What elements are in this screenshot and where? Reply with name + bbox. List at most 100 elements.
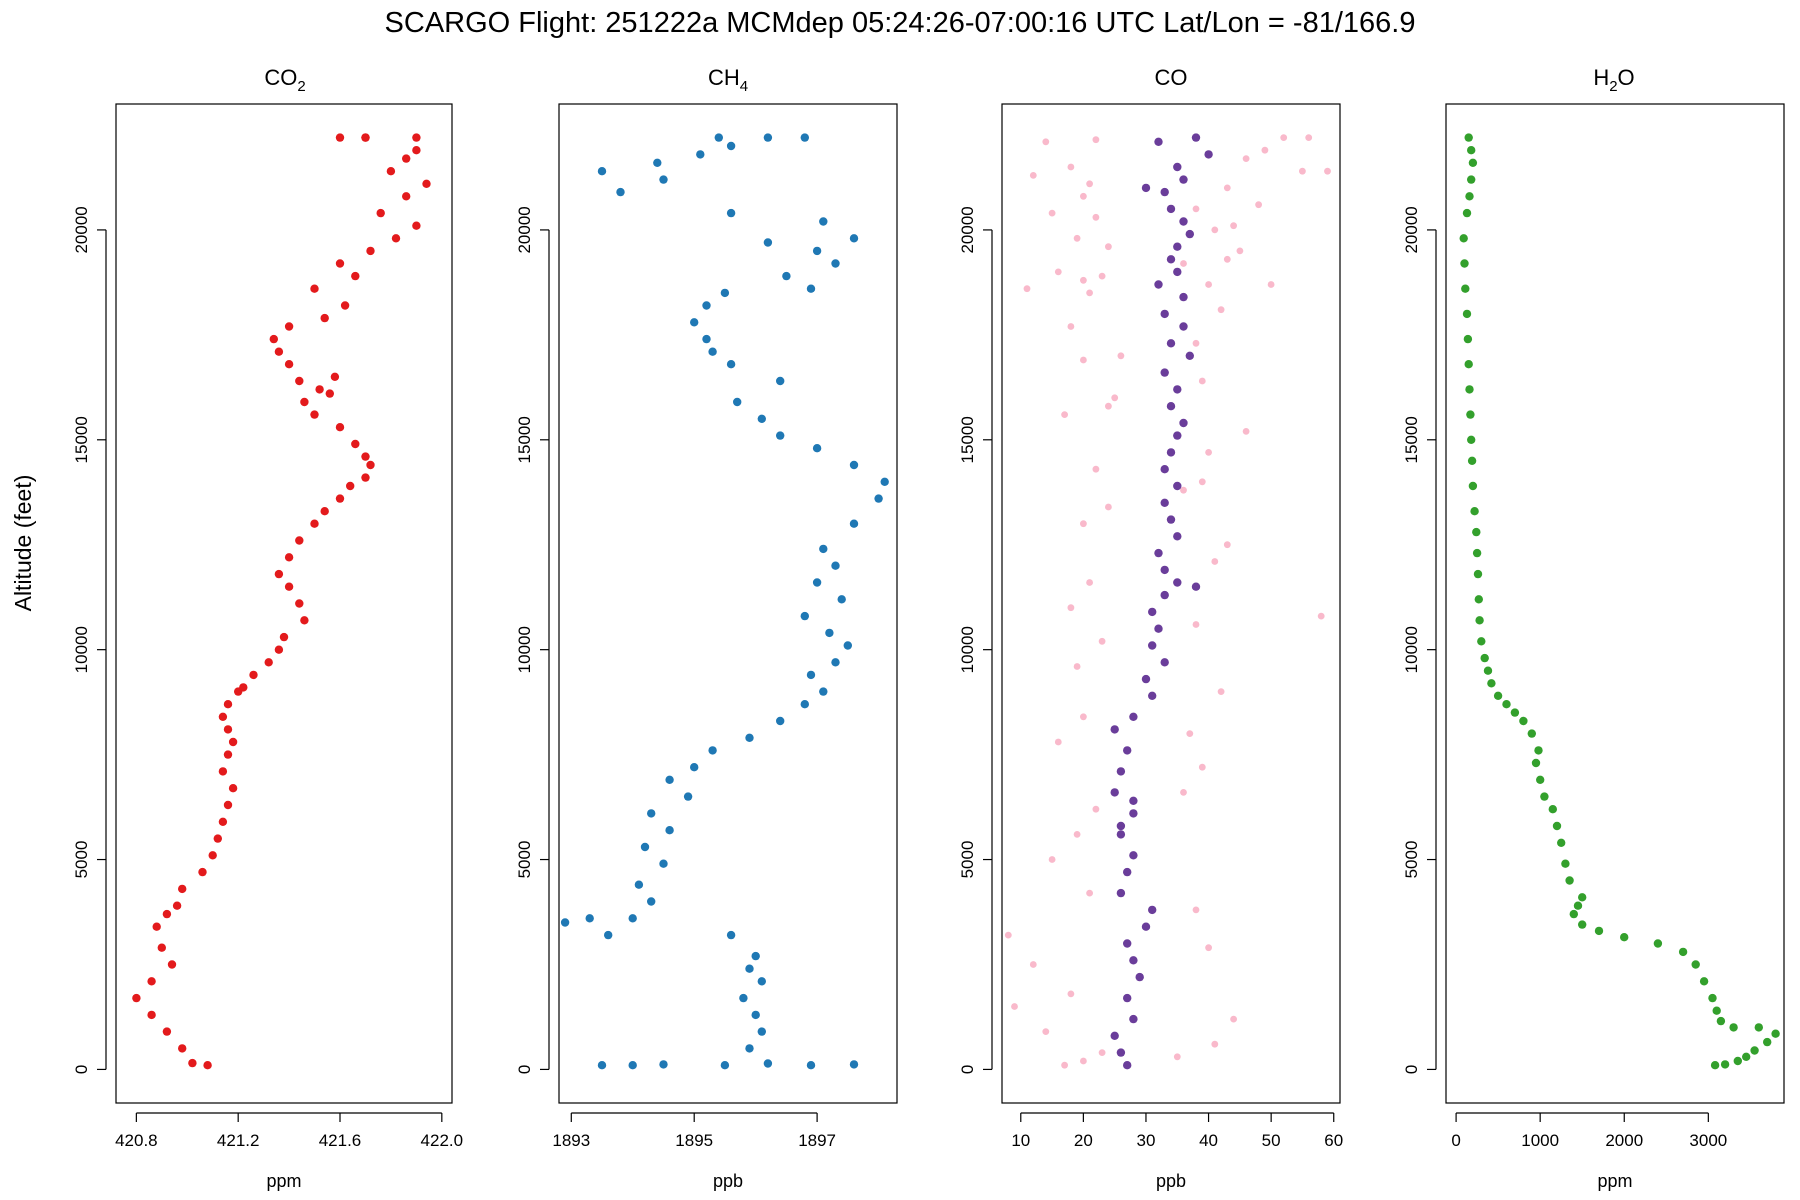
co-point: [1160, 368, 1169, 377]
h2o-point: [1474, 595, 1484, 604]
co-panel-title: CO: [1155, 65, 1188, 90]
ch4-point: [751, 951, 760, 961]
co2-point: [188, 1058, 197, 1068]
co2-point: [422, 179, 431, 188]
co-point: [1173, 481, 1182, 491]
co2-point: [412, 221, 421, 230]
co2-point: [335, 494, 345, 503]
co2-point: [218, 817, 228, 826]
co-point: [1173, 267, 1182, 277]
ch4-y-tick-label: 5000: [515, 841, 534, 879]
h2o-point: [1678, 947, 1688, 957]
co-point: [1191, 582, 1201, 591]
ch4-point: [757, 1027, 766, 1036]
co-point: [1173, 242, 1182, 251]
ch4-point: [849, 519, 859, 528]
ch4-point: [812, 246, 822, 256]
co-point: [1061, 411, 1068, 418]
ch4-point: [597, 1061, 607, 1070]
ch4-points: [560, 133, 889, 1070]
co-point: [1166, 448, 1176, 457]
co2-point: [274, 347, 284, 356]
co2-point: [284, 360, 294, 369]
h2o-point: [1464, 133, 1473, 142]
co-point: [1191, 133, 1201, 142]
h2o-point: [1710, 1061, 1720, 1070]
co2-point: [223, 750, 233, 759]
co2-point: [402, 192, 411, 201]
ch4-point: [690, 318, 699, 327]
co-point: [1211, 226, 1219, 234]
h2o-point: [1487, 679, 1496, 688]
co-point: [1242, 428, 1250, 435]
h2o-point: [1540, 792, 1549, 801]
co2-point: [269, 334, 278, 344]
ch4-plot-frame: [558, 103, 898, 1104]
co2-point: [412, 146, 421, 155]
h2o-y-tick-label: 5000: [1402, 841, 1421, 879]
co2-point: [351, 271, 360, 281]
ch4-panel: CH4 1893 1895 1897 ppb 0 5000 10000 15000 20000: [515, 65, 898, 1191]
co-point: [1105, 503, 1112, 511]
co2-point: [320, 507, 329, 516]
ch4-point: [825, 628, 834, 638]
ch4-point: [837, 595, 846, 604]
h2o-point: [1561, 859, 1570, 868]
co2-point: [351, 439, 360, 449]
ch4-x-axis-label: ppb: [713, 1171, 743, 1191]
ch4-point: [800, 133, 809, 142]
h2o-point: [1461, 284, 1470, 293]
co-point: [1179, 217, 1188, 226]
h2o-y-tick-label: 15000: [1402, 416, 1421, 463]
ch4-point: [702, 301, 711, 310]
co2-x-tick-label: 421.2: [217, 1131, 260, 1150]
co-point: [1141, 922, 1151, 931]
ch4-point: [640, 842, 650, 852]
h2o-point: [1712, 1006, 1721, 1015]
co-point: [1160, 465, 1169, 474]
co2-y-tick-label: 5000: [72, 841, 91, 879]
co2-y-tick-label: 20000: [72, 206, 91, 253]
co2-point: [320, 313, 329, 323]
co2-point: [213, 834, 222, 843]
co-point: [1135, 972, 1144, 982]
h2o-point: [1502, 700, 1511, 709]
co2-point: [295, 599, 304, 608]
h2o-point: [1653, 939, 1663, 948]
ch4-point: [733, 397, 742, 407]
h2o-point: [1466, 410, 1475, 419]
co2-point: [147, 977, 156, 986]
co-point: [1092, 465, 1100, 473]
co-point: [1154, 137, 1163, 146]
co-point: [1110, 1031, 1119, 1041]
co-point: [1166, 515, 1176, 524]
co2-point: [264, 658, 273, 667]
ch4-point: [745, 733, 754, 742]
co-point: [1173, 578, 1182, 587]
co-point: [1179, 292, 1188, 302]
co2-point: [310, 410, 319, 419]
co-point: [1173, 162, 1182, 172]
ch4-point: [634, 880, 644, 889]
h2o-point: [1720, 1060, 1730, 1069]
co-point: [1154, 280, 1163, 289]
co2-point: [162, 909, 172, 919]
ch4-point: [776, 376, 785, 386]
h2o-panel-title: H2O: [1593, 65, 1634, 95]
co-point: [1123, 867, 1132, 877]
co-point: [1129, 796, 1138, 805]
co-point: [1086, 889, 1093, 897]
h2o-point: [1519, 716, 1528, 726]
h2o-point: [1708, 993, 1717, 1003]
h2o-point: [1475, 616, 1484, 625]
h2o-point: [1754, 1023, 1764, 1032]
h2o-point: [1569, 909, 1579, 919]
ch4-point: [628, 914, 637, 923]
h2o-point: [1483, 666, 1493, 675]
co-point: [1305, 134, 1313, 142]
ch4-y-tick-label: 20000: [515, 206, 534, 253]
h2o-point: [1468, 481, 1478, 491]
co-point: [1029, 172, 1037, 179]
h2o-point: [1536, 775, 1545, 784]
